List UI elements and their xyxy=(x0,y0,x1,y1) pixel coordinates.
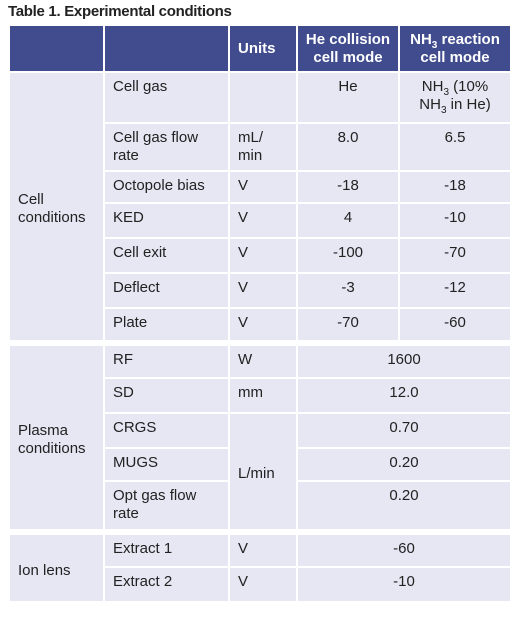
units-cell: V xyxy=(228,237,298,274)
row: Plasma conditions RF W 1600 xyxy=(8,340,512,533)
param-cell: Extract 1 xyxy=(103,529,230,568)
value-cell: -70 xyxy=(296,307,400,344)
row: Opt gas flow rate 0.20 xyxy=(9,480,512,533)
group-cell: Ion lens xyxy=(8,529,105,603)
subscript: 3 xyxy=(431,39,438,51)
value-cell: -100 xyxy=(296,237,400,274)
units-cell: V xyxy=(228,307,298,344)
units-cell: V xyxy=(228,272,298,309)
param-cell: Octopole bias xyxy=(103,170,230,204)
header-row: Units He collision cell mode NH3 reactio… xyxy=(8,24,512,73)
units-cell: W xyxy=(228,340,298,379)
row: Plate V -70 -60 xyxy=(9,307,512,344)
value-cell: 0.20 xyxy=(296,447,512,482)
value-cell: -60 xyxy=(398,307,512,344)
param-cell: RF xyxy=(103,340,230,379)
header-cell xyxy=(103,24,230,73)
units-cell: L/min xyxy=(228,412,298,533)
row: KED V 4 -10 xyxy=(9,202,512,239)
param-cell: Extract 2 xyxy=(103,566,230,603)
value-cell: 1600 xyxy=(296,340,512,379)
value-cell: -70 xyxy=(398,237,512,274)
param-cell: Plate xyxy=(103,307,230,344)
text: NH xyxy=(421,78,444,95)
text: (10% NH xyxy=(419,78,489,113)
value-cell: -18 xyxy=(398,170,512,204)
param-cell: KED xyxy=(103,202,230,239)
row: CRGS L/min 0.70 xyxy=(9,412,512,533)
param-cell: CRGS xyxy=(103,412,230,449)
row: MUGS 0.20 xyxy=(9,447,512,482)
value-cell: -10 xyxy=(398,202,512,239)
value-cell: 0.70 xyxy=(296,412,512,449)
param-cell: Opt gas flow rate xyxy=(103,480,230,533)
param-cell: Cell gas flow rate xyxy=(103,122,230,172)
row: SD mm 12.0 xyxy=(9,377,512,414)
text: in He) xyxy=(446,96,491,113)
text: NH xyxy=(410,30,432,48)
param-cell: MUGS xyxy=(103,447,230,482)
units-cell: V xyxy=(228,170,298,204)
param-cell: Cell exit xyxy=(103,237,230,274)
value-cell: NH3 (10% NH3 in He) xyxy=(398,71,512,124)
header-cell xyxy=(8,24,105,73)
header-cell: Units xyxy=(228,24,298,73)
row: Octopole bias V -18 -18 xyxy=(9,170,512,204)
value-cell: -60 xyxy=(296,529,512,568)
value-cell: 12.0 xyxy=(296,377,512,414)
units-cell: V xyxy=(228,202,298,239)
row: Cell conditions Cell gas He NH3 (10% NH3… xyxy=(8,71,512,344)
group-cell: Plasma conditions xyxy=(8,340,105,533)
value-cell: 4 xyxy=(296,202,400,239)
units-cell: V xyxy=(228,529,298,568)
param-cell: Cell gas xyxy=(103,71,230,124)
row: Cell gas flow rate mL/ min 8.0 6.5 xyxy=(9,122,512,172)
row: Cell exit V -100 -70 xyxy=(9,237,512,274)
row: Ion lens Extract 1 V -60 xyxy=(8,529,512,603)
param-cell: SD xyxy=(103,377,230,414)
units-cell xyxy=(228,71,298,124)
header-cell: He collision cell mode xyxy=(296,24,400,73)
value-cell: He xyxy=(296,71,400,124)
value-cell: 0.20 xyxy=(296,480,512,533)
table-title: Table 1. Experimental conditions xyxy=(8,3,232,20)
value-cell: -10 xyxy=(296,566,512,603)
units-cell: V xyxy=(228,566,298,603)
value-cell: -12 xyxy=(398,272,512,309)
row: Deflect V -3 -12 xyxy=(9,272,512,309)
value-cell: 6.5 xyxy=(398,122,512,172)
row: Extract 2 V -10 xyxy=(9,566,512,603)
subscript: 3 xyxy=(443,87,450,98)
value-cell: -18 xyxy=(296,170,400,204)
value-cell: 8.0 xyxy=(296,122,400,172)
subscript: 3 xyxy=(440,105,447,116)
units-cell: mL/ min xyxy=(228,122,298,172)
units-cell: mm xyxy=(228,377,298,414)
conditions-table: Units He collision cell mode NH3 reactio… xyxy=(8,24,512,603)
param-cell: Deflect xyxy=(103,272,230,309)
text: reaction cell mode xyxy=(420,30,500,66)
group-cell: Cell conditions xyxy=(8,71,105,344)
header-cell: NH3 reaction cell mode xyxy=(398,24,512,73)
value-cell: -3 xyxy=(296,272,400,309)
